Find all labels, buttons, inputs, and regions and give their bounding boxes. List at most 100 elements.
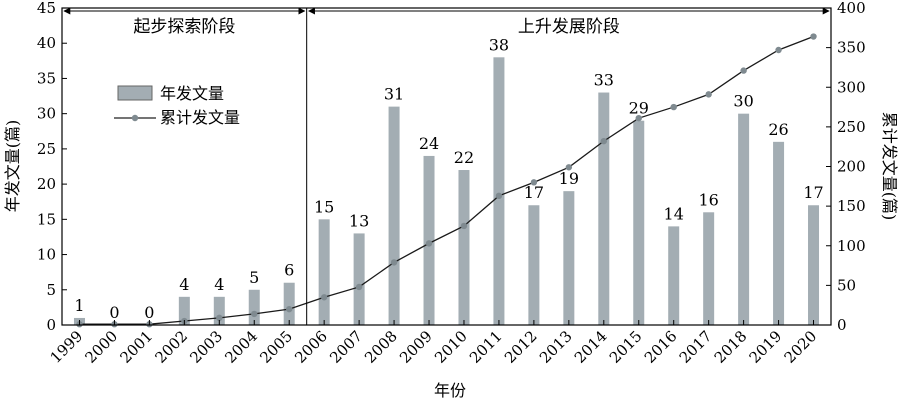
data-label-2003: 4 — [214, 275, 224, 294]
x-tick-label-2014: 2014 — [571, 327, 611, 367]
legend-bar-swatch — [117, 85, 153, 101]
cumulative-line — [79, 35, 814, 325]
right-tick-label-350: 350 — [837, 39, 866, 57]
data-label-2002: 4 — [179, 275, 189, 294]
data-label-2019: 26 — [768, 120, 788, 139]
bar-2008 — [388, 106, 400, 325]
bar-2005 — [283, 282, 295, 325]
legend-bar-label: 年发文量 — [160, 84, 224, 103]
data-label-2001: 0 — [144, 303, 154, 322]
data-label-2006: 15 — [314, 197, 334, 216]
plot-frame — [61, 7, 832, 326]
x-tick-label-2008: 2008 — [361, 327, 401, 367]
left-axis-title: 年发文量(篇) — [3, 120, 22, 213]
cumulative-point-2020 — [810, 33, 817, 40]
left-tick-label-35: 35 — [37, 69, 56, 87]
bar-2013 — [563, 191, 575, 325]
left-tick-label-45: 45 — [37, 0, 56, 17]
x-tick-label-2011: 2011 — [466, 327, 506, 367]
legend: 年发文量 累计发文量 — [114, 84, 240, 127]
right-tick-label-300: 300 — [837, 78, 866, 96]
cumulative-point-2011 — [495, 192, 503, 200]
x-tick-label-2017: 2017 — [676, 327, 716, 367]
cumulative-point-2015 — [635, 114, 642, 122]
cumulative-point-2012 — [530, 179, 538, 186]
bar-2012 — [528, 205, 540, 325]
cumulative-point-2003 — [216, 314, 223, 322]
cumulative-point-2017 — [705, 91, 712, 98]
data-label-2013: 19 — [559, 169, 579, 188]
data-label-2009: 24 — [419, 134, 439, 153]
left-tick-label-40: 40 — [37, 34, 56, 52]
x-tick-label-2020: 2020 — [781, 327, 821, 367]
left-tick-label-0: 0 — [46, 316, 56, 334]
legend-line-label: 累计发文量 — [160, 108, 240, 127]
cumulative-point-2019 — [775, 46, 782, 54]
x-tick-label-2019: 2019 — [746, 327, 786, 367]
data-labels-layer: 1 0 0 4 4 5 6 15 13 31 24 22 38 17 19 33 29 14 16 30 26 17 — [74, 35, 823, 322]
cumulative-point-2016 — [670, 103, 677, 111]
left-tick-label-5: 5 — [46, 281, 56, 299]
bar-2015 — [633, 120, 645, 325]
left-tick-label-20: 20 — [37, 175, 56, 193]
data-label-1999: 1 — [74, 296, 84, 315]
left-tick-label-15: 15 — [37, 210, 56, 228]
cumulative-point-2004 — [251, 310, 258, 318]
bar-2017 — [703, 212, 715, 325]
x-tick-label-2007: 2007 — [326, 327, 366, 367]
left-tick-label-10: 10 — [37, 246, 56, 264]
legend-line-marker — [131, 114, 139, 122]
x-tick-label-2005: 2005 — [256, 327, 296, 367]
stage-label-2: 上升发展阶段 — [518, 17, 620, 37]
right-tick-label-150: 150 — [837, 197, 866, 215]
bar-2016 — [668, 226, 680, 325]
stage-annotation-layer: 起步探索阶段 上升发展阶段 — [63, 7, 830, 325]
bar-2006 — [318, 219, 330, 325]
cumulative-point-2014 — [600, 137, 607, 145]
data-label-2005: 6 — [284, 261, 294, 280]
x-tick-label-2018: 2018 — [711, 327, 751, 367]
x-tick-label-2004: 2004 — [221, 327, 261, 367]
data-label-2012: 17 — [524, 183, 544, 202]
data-label-2010: 22 — [454, 148, 474, 167]
right-tick-label-50: 50 — [837, 276, 856, 294]
x-tick-label-2012: 2012 — [501, 327, 541, 367]
x-tick-label-2003: 2003 — [186, 327, 226, 367]
x-tick-label-2006: 2006 — [291, 327, 331, 367]
bar-2002 — [178, 296, 190, 325]
cumulative-point-2007 — [355, 283, 363, 291]
x-tick-label-2013: 2013 — [536, 327, 576, 367]
cumulative-point-2009 — [425, 240, 433, 247]
bar-2003 — [213, 296, 225, 325]
data-label-2004: 5 — [249, 268, 259, 287]
bars-layer — [73, 57, 820, 326]
data-label-2007: 13 — [349, 211, 369, 230]
right-axis-title: 累计发文量(篇) — [880, 112, 899, 221]
data-label-2000: 0 — [109, 303, 119, 322]
bar-2018 — [738, 113, 750, 326]
right-tick-label-400: 400 — [837, 0, 866, 17]
cumulative-point-2018 — [740, 67, 747, 74]
data-label-2017: 16 — [698, 190, 718, 209]
bar-2020 — [808, 205, 820, 325]
data-label-2016: 14 — [664, 204, 684, 223]
cumulative-point-2005 — [286, 305, 293, 313]
x-tick-label-2000: 2000 — [82, 327, 122, 367]
bar-2011 — [493, 57, 505, 326]
data-label-2020: 17 — [803, 183, 823, 202]
data-label-2018: 30 — [733, 92, 753, 111]
bar-2019 — [773, 141, 785, 325]
left-tick-label-30: 30 — [37, 105, 56, 123]
stage-label-1: 起步探索阶段 — [133, 17, 235, 37]
x-tick-label-2002: 2002 — [151, 327, 191, 367]
axes-layer: 0510152025303540450501001502002503003504… — [3, 0, 899, 400]
cumulative-point-2006 — [320, 294, 328, 301]
left-tick-label-25: 25 — [37, 140, 56, 158]
x-tick-label-2015: 2015 — [606, 327, 646, 367]
data-label-2008: 31 — [384, 85, 404, 104]
x-tick-label-2009: 2009 — [396, 327, 436, 367]
cumulative-point-2010 — [460, 222, 468, 230]
bar-2004 — [248, 289, 260, 325]
